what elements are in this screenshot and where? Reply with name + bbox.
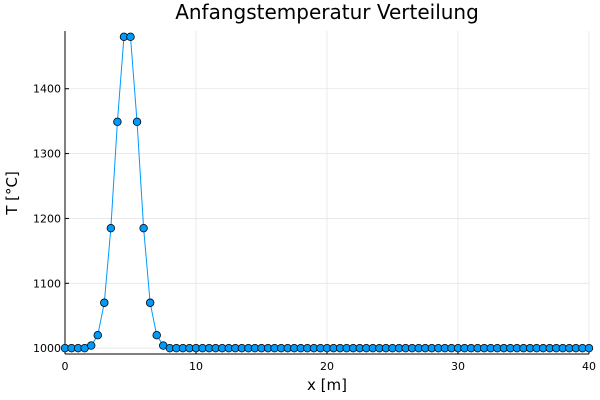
x-tick-label: 0 bbox=[62, 360, 69, 373]
data-point bbox=[132, 117, 142, 127]
y-tick-label: 1200 bbox=[33, 212, 61, 225]
data-point bbox=[152, 330, 161, 340]
y-tick-label: 1300 bbox=[33, 148, 61, 161]
data-point bbox=[86, 341, 96, 350]
data-point bbox=[584, 343, 594, 353]
x-axis-label: x [m] bbox=[307, 376, 347, 394]
y-axis-label: T [°C] bbox=[3, 171, 21, 216]
data-point bbox=[106, 223, 116, 233]
x-tick-label: 30 bbox=[451, 360, 465, 373]
data-point bbox=[139, 223, 148, 233]
chart-title: Anfangstemperatur Verteilung bbox=[175, 0, 479, 24]
grid bbox=[64, 31, 590, 354]
data-point bbox=[100, 298, 109, 307]
series bbox=[60, 32, 594, 353]
data-point bbox=[145, 298, 155, 307]
y-tick-label: 1100 bbox=[33, 277, 61, 290]
y-tick-label: 1000 bbox=[33, 342, 61, 355]
x-tick-label: 40 bbox=[582, 360, 596, 373]
x-tick-label: 20 bbox=[320, 360, 334, 373]
x-tick-label: 10 bbox=[189, 360, 203, 373]
data-point bbox=[126, 32, 135, 42]
data-point bbox=[113, 117, 122, 127]
y-tick-label: 1400 bbox=[33, 83, 61, 96]
data-point bbox=[93, 330, 102, 340]
